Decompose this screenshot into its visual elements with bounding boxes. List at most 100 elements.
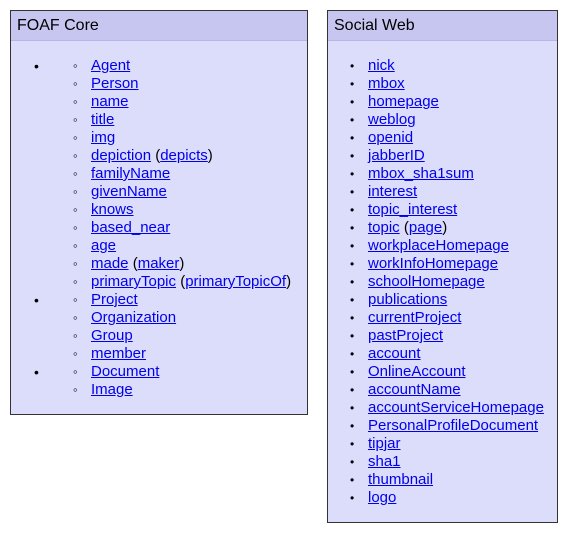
core-list-item: ◦ img — [11, 129, 307, 147]
core-link[interactable]: Image — [91, 381, 133, 398]
core-link[interactable]: based_near — [91, 219, 171, 236]
bullet-icon: • — [350, 203, 355, 217]
social-link[interactable]: homepage — [368, 93, 439, 110]
social-link[interactable]: account — [368, 345, 421, 362]
core-link[interactable]: knows — [91, 201, 134, 218]
social-link[interactable]: PersonalProfileDocument — [368, 417, 539, 434]
bullet-icon: • — [350, 293, 355, 307]
social-link[interactable]: interest — [368, 183, 418, 200]
paren-open: ( — [399, 219, 409, 236]
foaf-core-panel: FOAF Core • ◦ Agent ◦ Person ◦ name ◦ title ◦ img ◦… — [10, 10, 308, 415]
social-link[interactable]: jabberID — [368, 147, 425, 164]
core-link[interactable]: Group — [91, 327, 133, 344]
core-link[interactable]: primaryTopic — [91, 273, 177, 290]
core-link[interactable]: member — [91, 345, 147, 362]
core-inverse-link[interactable]: primaryTopicOf — [185, 273, 287, 290]
paren-open: ( — [151, 147, 161, 164]
social-web-panel: Social Web • nick • mbox • homepage • weblog • op… — [327, 10, 558, 523]
core-link[interactable]: Document — [91, 363, 160, 380]
paren-open: ( — [176, 273, 186, 290]
social-link[interactable]: topic_interest — [368, 201, 458, 218]
social-list-item: • openid — [328, 129, 557, 147]
inner-bullet-icon: ◦ — [73, 220, 78, 235]
core-list-item: ◦ name — [11, 93, 307, 111]
foaf-core-list: • ◦ Agent ◦ Person ◦ name ◦ title ◦ img ◦ depiction … — [11, 41, 307, 399]
core-link[interactable]: Organization — [91, 309, 177, 326]
social-inverse-link[interactable]: page — [408, 219, 443, 236]
social-list-item: • account — [328, 345, 557, 363]
core-list-item: ◦ Image — [11, 381, 307, 399]
social-link[interactable]: currentProject — [368, 309, 462, 326]
bullet-icon: • — [350, 185, 355, 199]
core-link[interactable]: made — [91, 255, 129, 272]
core-link[interactable]: givenName — [91, 183, 167, 200]
core-group: • ◦ Project ◦ Organization ◦ Group ◦ member — [11, 291, 307, 363]
core-inverse-link[interactable]: depicts — [160, 147, 208, 164]
bullet-icon: • — [350, 383, 355, 397]
core-list-item: ◦ member — [11, 345, 307, 363]
social-link[interactable]: mbox — [368, 75, 405, 92]
inner-bullet-icon: ◦ — [73, 184, 78, 199]
core-list-item: ◦ Organization — [11, 309, 307, 327]
social-link[interactable]: accountServiceHomepage — [368, 399, 544, 416]
core-link[interactable]: depiction — [91, 147, 152, 164]
social-link[interactable]: schoolHomepage — [368, 273, 485, 290]
bullet-icon: • — [350, 491, 355, 505]
social-list-item: • homepage — [328, 93, 557, 111]
bullet-icon: • — [350, 149, 355, 163]
core-link[interactable]: familyName — [91, 165, 171, 182]
social-list-item: • logo — [328, 489, 557, 507]
bullet-icon: • — [350, 311, 355, 325]
bullet-icon: • — [350, 365, 355, 379]
social-link[interactable]: workInfoHomepage — [368, 255, 499, 272]
inner-bullet-icon: ◦ — [73, 364, 78, 379]
bullet-icon: • — [350, 59, 355, 73]
social-link[interactable]: tipjar — [368, 435, 401, 452]
social-link[interactable]: OnlineAccount — [368, 363, 466, 380]
core-link[interactable]: title — [91, 111, 115, 128]
social-list-item: • currentProject — [328, 309, 557, 327]
core-list-item: ◦ familyName — [11, 165, 307, 183]
inner-bullet-icon: ◦ — [73, 58, 78, 73]
bullet-icon: • — [350, 221, 355, 235]
bullet-icon: • — [350, 131, 355, 145]
social-link[interactable]: pastProject — [368, 327, 444, 344]
core-list-item: ◦ Project — [11, 291, 307, 309]
paren-close: ) — [286, 273, 292, 290]
core-inverse-link[interactable]: maker — [137, 255, 180, 272]
social-list-item: • jabberID — [328, 147, 557, 165]
core-link[interactable]: age — [91, 237, 117, 254]
bullet-icon: • — [350, 77, 355, 91]
bullet-icon: • — [350, 473, 355, 487]
core-link[interactable]: Project — [91, 291, 138, 308]
core-list-item: ◦ age — [11, 237, 307, 255]
bullet-icon: • — [350, 401, 355, 415]
social-list-item: • mbox_sha1sum — [328, 165, 557, 183]
social-link[interactable]: weblog — [368, 111, 416, 128]
social-link[interactable]: openid — [368, 129, 414, 146]
social-link[interactable]: thumbnail — [368, 471, 434, 488]
core-list-item: ◦ givenName — [11, 183, 307, 201]
core-list-item: ◦ primaryTopic (primaryTopicOf) — [11, 273, 307, 291]
social-list-item: • sha1 — [328, 453, 557, 471]
core-link[interactable]: name — [91, 93, 129, 110]
social-link[interactable]: topic — [368, 219, 400, 236]
social-link[interactable]: workplaceHomepage — [368, 237, 509, 254]
social-link[interactable]: accountName — [368, 381, 461, 398]
core-link[interactable]: Person — [91, 75, 139, 92]
social-list-item: • OnlineAccount — [328, 363, 557, 381]
social-link[interactable]: logo — [368, 489, 397, 506]
social-link[interactable]: mbox_sha1sum — [368, 165, 474, 182]
social-link[interactable]: publications — [368, 291, 448, 308]
core-list-item: ◦ Person — [11, 75, 307, 93]
core-link[interactable]: img — [91, 129, 116, 146]
social-list-item: • schoolHomepage — [328, 273, 557, 291]
social-list-item: • PersonalProfileDocument — [328, 417, 557, 435]
core-link[interactable]: Agent — [91, 57, 131, 74]
social-link[interactable]: sha1 — [368, 453, 401, 470]
social-link[interactable]: nick — [368, 57, 395, 74]
bullet-icon: • — [350, 329, 355, 343]
core-group: • ◦ Agent ◦ Person ◦ name ◦ title ◦ img ◦ depiction … — [11, 57, 307, 291]
social-list-item: • weblog — [328, 111, 557, 129]
core-list-item: ◦ Group — [11, 327, 307, 345]
